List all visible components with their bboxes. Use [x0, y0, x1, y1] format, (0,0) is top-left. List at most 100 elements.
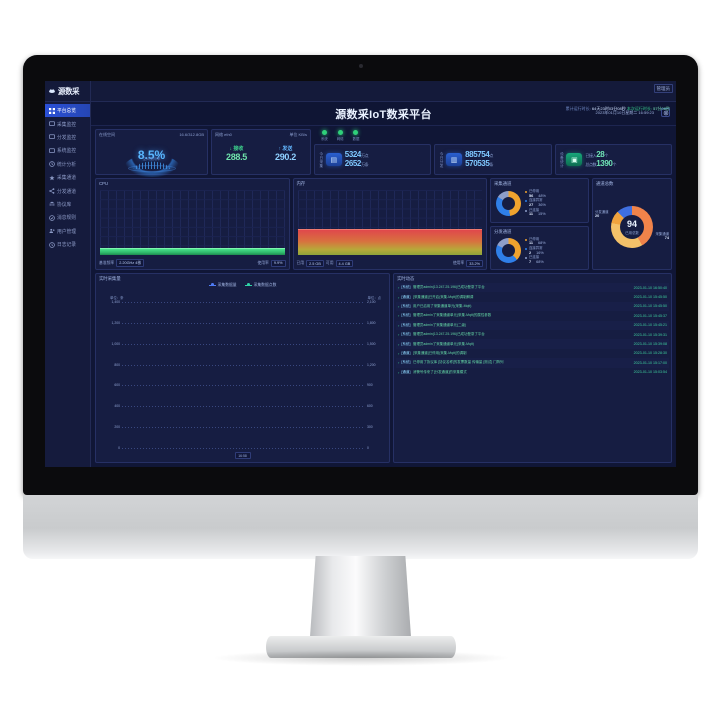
legend-item: 连接异常 2 16%: [525, 246, 586, 255]
gear-icon[interactable]: [661, 108, 670, 117]
sidebar-item-collect-monitor[interactable]: 采集监控: [45, 117, 90, 130]
log-row[interactable]: › [通道] [采集通道]已开启(采集-Mqtt)的调制解调 2023-01-10 1…: [396, 292, 669, 301]
share-icon: [49, 188, 55, 194]
disk-gauge: 8.5% 空间使用率: [96, 138, 207, 177]
network-head: 网络 eth0 单位 KB/s: [212, 130, 310, 138]
legend-item-volume[interactable]: 采集数据量: [208, 283, 237, 288]
sidebar-item-system-monitor[interactable]: 系统监控: [45, 144, 90, 157]
grid-icon: [49, 107, 55, 114]
sidebar-item-label: 统计分析: [57, 161, 77, 168]
today-distribute-records: 570535条: [465, 159, 493, 168]
y-tick-left: 1,200: [111, 320, 121, 325]
cpu-usage-value: 9.9%: [270, 259, 286, 267]
log-time: 2023-01-10 15:03:54: [633, 370, 667, 375]
total-channel-card: 通道总数 94 已用总数 分发通道 20: [592, 178, 672, 270]
monitor-frame: 源数采 平台总览 采集监控 分发监控: [23, 55, 698, 495]
log-row[interactable]: › [系统] 管理员admin了采集通道单元(采集-Mqtt)的属性参数 2023-0…: [396, 311, 669, 320]
sidebar-item-logs[interactable]: 日志记录: [45, 238, 90, 251]
log-time: 2023-01-10 16:50:40: [633, 285, 667, 290]
log-row[interactable]: › [通道] 消警号传来了[分发通道]的采集模式 2023-01-10 15:03:5…: [396, 368, 669, 377]
cpu-usage: 使用率 9.9%: [257, 259, 286, 267]
disk-gauge-caption: 空间使用率: [142, 157, 161, 161]
log-badge: [系统]: [401, 313, 411, 318]
channel-donut-column: 采集通道 已停用 56 48% 连接异常 27 36% 已连接 11 15%: [490, 178, 589, 270]
sidebar-item-protocol-library[interactable]: 协议库: [45, 198, 90, 211]
today-distribute-points: 885754点: [465, 150, 493, 159]
log-row[interactable]: › [通道] [采集通道]已停用(采集-Mqtt)的调制 2023-01-10 15:…: [396, 349, 669, 358]
network-download-label: ↓ 接收: [229, 146, 244, 152]
y-tick-right: 2,100: [367, 300, 376, 304]
memory-usage-value: 33.2%: [466, 260, 483, 267]
legend-item-points[interactable]: 采集数据点数: [244, 283, 276, 288]
sidebar-item-label: 分发监控: [57, 134, 77, 141]
network-upload: ↑ 发送 290.2: [275, 145, 296, 162]
network-upload-label: ↑ 发送: [278, 146, 293, 152]
bottom-row: 实时采集量 采集数据量 采集数据点数: [95, 273, 672, 463]
distribute-channel-donut: [496, 238, 521, 264]
log-row[interactable]: › [系统] 管理员admin了采集通道单元(采集-Mqtt) 2023-01-10 …: [396, 339, 669, 349]
log-row[interactable]: › [系统] 管理员admin(13.247.25.196)已成功登录了平台 2023…: [396, 283, 669, 293]
memory-panel: 内存 已用 2.5 GB 可用 4.4 GB: [292, 178, 487, 270]
log-message: [采集通道]已停用(采集-Mqtt)的调制: [412, 350, 467, 355]
network-upload-value: 290.2: [274, 152, 297, 162]
status-dot-data: 数据: [352, 130, 360, 141]
sidebar-item-distribute-monitor[interactable]: 分发监控: [45, 131, 90, 144]
memory-footer: 已用 2.5 GB 可用 4.4 GB 使用率 33.2%: [297, 260, 483, 267]
admin-button[interactable]: 管理员: [653, 84, 673, 93]
today-collect-points: 5324万点: [344, 150, 369, 159]
distribute-channel-title: 分发通道: [494, 228, 512, 234]
log-badge: [系统]: [401, 360, 411, 365]
y-tick-right: 1,200: [367, 362, 376, 367]
cpu-plot: [100, 190, 285, 255]
sidebar-item-label: 用户管理: [57, 228, 77, 235]
log-time: 2023-01-10 15:45:21: [633, 323, 667, 328]
sidebar-item-statistics[interactable]: 统计分析: [45, 158, 90, 171]
webcam-icon: [358, 64, 363, 68]
star-icon: [49, 175, 55, 181]
distribute-channel-legend: 已停用 11 68% 连接异常 2 16% 已连接 7 68%: [521, 237, 586, 265]
cpu-usage-label: 使用率: [257, 260, 269, 265]
collect-channel-donut: [496, 190, 521, 216]
sidebar-item-user-management[interactable]: 用户管理: [45, 225, 90, 238]
total-channel-left-tag: 分发通道 20: [595, 210, 609, 218]
log-message: 管理员admin(13.247.25.196)已成功登录了平台: [412, 332, 485, 337]
legend-label: 采集数据量: [217, 283, 237, 287]
chevron-right-icon: ›: [398, 303, 400, 309]
log-message: 消警号传来了[分发通道]的采集模式: [412, 369, 467, 374]
log-row[interactable]: › [系统] 管理员admin(13.247.25.196)已成功登录了平台 2023…: [396, 330, 669, 339]
y-axis-right-unit: 单位：点: [367, 296, 381, 300]
sidebar-item-message-rules[interactable]: 消息规则: [45, 211, 90, 224]
send-icon: ▥: [446, 153, 463, 166]
sidebar-item-collect-channel[interactable]: 采集通道: [45, 171, 90, 184]
sidebar-item-label: 采集监控: [57, 121, 77, 128]
log-message: 管理员admin了采集通道单元(采集-Mqtt)的属性参数: [412, 313, 491, 318]
activity-log-list[interactable]: › [系统] 管理员admin(13.247.25.196)已成功登录了平台 2023…: [396, 283, 669, 460]
log-row[interactable]: › [系统] 已停用了协议库 [协议名称]的发票数量 传输量 [测试] 门阵列 202…: [396, 358, 669, 368]
today-distribute-card: 今日分发 ▥ 885754点 570535条: [434, 144, 552, 175]
y-tick-right: 600: [367, 404, 373, 409]
uptime-total-value: 64天23时03分08秒: [591, 106, 626, 111]
chevron-right-icon: ›: [398, 313, 400, 319]
status-dot-label: 数据: [352, 137, 360, 141]
sidebar-item-distribute-channel[interactable]: 分发通道: [45, 184, 90, 197]
logo-icon: [48, 87, 56, 95]
memory-free-label: 可用: [325, 261, 334, 265]
status-dots: 系统 网络 数据: [314, 129, 672, 142]
main-area: 管理员 源数采IoT数采平台 2023年01月10日星期二 16:59:23 累…: [91, 81, 676, 467]
sidebar-item-label: 日志记录: [57, 242, 77, 249]
total-channel-title: 通道总数: [596, 181, 614, 186]
sidebar-item-label: 采集通道: [57, 175, 77, 182]
monitor-stand-neck: [309, 556, 412, 644]
log-row[interactable]: › [系统] 管理员admin了采集通道单元(二级) 2023-01-10 15:45…: [396, 320, 669, 330]
titlebar: 源数采IoT数采平台 2023年01月10日星期二 16:59:23: [91, 102, 676, 126]
cpu-footer: 基准频率 2.20GHz 4核 使用率 9.9%: [99, 259, 286, 267]
log-badge: [系统]: [401, 303, 411, 308]
legend-dot-icon: [525, 257, 527, 260]
log-badge: [系统]: [401, 322, 411, 327]
y-tick-left: 1,400: [111, 300, 121, 304]
sidebar-item-platform-overview[interactable]: 平台总览: [45, 104, 90, 118]
monitor-icon: [49, 134, 55, 140]
brand: 源数采: [45, 81, 90, 102]
today-distribute-values: 885754点 570535条: [465, 151, 493, 168]
log-row[interactable]: › [系统] 用户已启用了采集通道单元(采集-Mqtt) 2023-01-10 15:…: [396, 301, 669, 312]
